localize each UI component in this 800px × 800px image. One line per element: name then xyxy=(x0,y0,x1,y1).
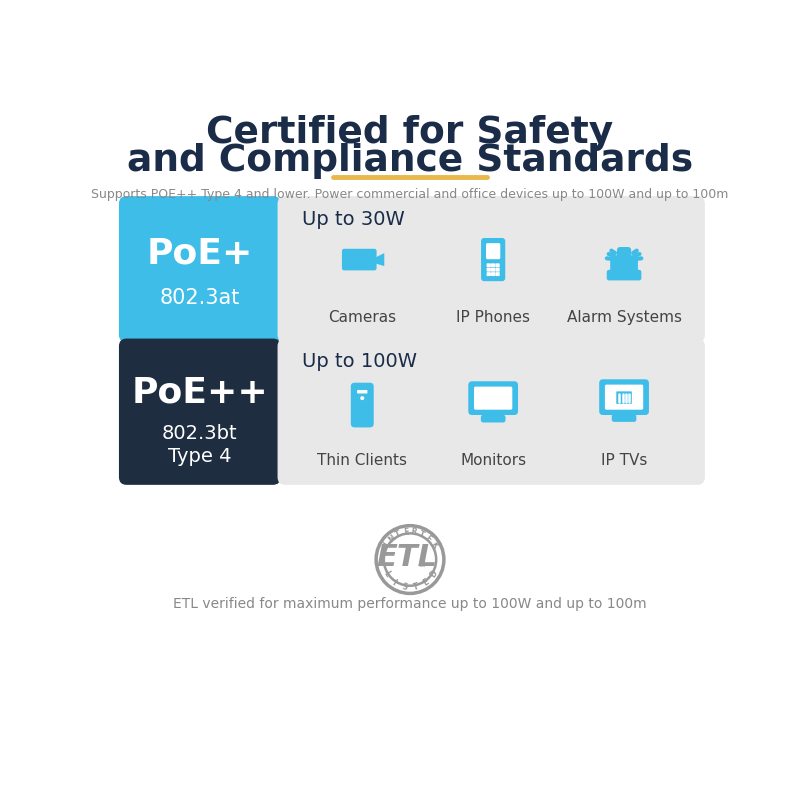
Text: I: I xyxy=(382,542,391,549)
FancyBboxPatch shape xyxy=(486,263,491,267)
FancyBboxPatch shape xyxy=(351,382,374,427)
FancyBboxPatch shape xyxy=(278,338,705,485)
FancyBboxPatch shape xyxy=(495,272,500,276)
Text: Cameras: Cameras xyxy=(328,310,396,325)
FancyBboxPatch shape xyxy=(486,272,491,276)
Text: T: T xyxy=(394,529,402,540)
Text: IP Phones: IP Phones xyxy=(456,310,530,325)
Text: IP TVs: IP TVs xyxy=(601,453,647,468)
Text: ETL: ETL xyxy=(377,542,438,572)
Text: I: I xyxy=(390,578,398,587)
FancyBboxPatch shape xyxy=(278,196,705,342)
Text: c
us: c us xyxy=(418,558,426,568)
FancyBboxPatch shape xyxy=(612,414,636,422)
Polygon shape xyxy=(374,253,384,266)
FancyBboxPatch shape xyxy=(495,263,500,267)
Circle shape xyxy=(360,396,364,400)
Text: K: K xyxy=(428,540,439,550)
Text: PoE++: PoE++ xyxy=(131,375,268,409)
Text: Up to 30W: Up to 30W xyxy=(302,210,405,229)
Text: N: N xyxy=(386,534,397,544)
Text: Type 4: Type 4 xyxy=(168,446,231,466)
Text: Supports POE++ Type 4 and lower. Power commercial and office devices up to 100W : Supports POE++ Type 4 and lower. Power c… xyxy=(91,188,729,201)
FancyBboxPatch shape xyxy=(495,268,500,272)
FancyBboxPatch shape xyxy=(468,382,518,415)
Text: Up to 100W: Up to 100W xyxy=(302,353,418,371)
FancyBboxPatch shape xyxy=(605,385,643,410)
Polygon shape xyxy=(621,411,627,417)
Text: R: R xyxy=(410,527,418,537)
FancyBboxPatch shape xyxy=(342,249,377,270)
FancyBboxPatch shape xyxy=(491,272,495,276)
Text: E: E xyxy=(423,534,434,544)
Text: T: T xyxy=(412,582,419,592)
Text: and Compliance Standards: and Compliance Standards xyxy=(127,142,693,178)
Text: L: L xyxy=(382,570,392,578)
Text: Alarm Systems: Alarm Systems xyxy=(566,310,682,325)
FancyBboxPatch shape xyxy=(610,255,638,276)
Text: S: S xyxy=(401,582,408,592)
Text: D: D xyxy=(428,569,439,579)
FancyBboxPatch shape xyxy=(481,415,506,422)
FancyBboxPatch shape xyxy=(119,338,281,485)
FancyBboxPatch shape xyxy=(119,196,281,342)
Text: Certified for Safety: Certified for Safety xyxy=(206,115,614,151)
Text: 802.3bt: 802.3bt xyxy=(162,425,238,443)
FancyBboxPatch shape xyxy=(491,263,495,267)
Text: E: E xyxy=(421,577,430,587)
Text: Monitors: Monitors xyxy=(460,453,526,468)
Text: E: E xyxy=(402,527,410,537)
FancyBboxPatch shape xyxy=(357,390,367,394)
FancyBboxPatch shape xyxy=(616,391,632,404)
FancyBboxPatch shape xyxy=(350,255,358,270)
Text: ETL verified for maximum performance up to 100W and up to 100m: ETL verified for maximum performance up … xyxy=(173,597,647,611)
FancyBboxPatch shape xyxy=(617,247,631,262)
FancyBboxPatch shape xyxy=(346,253,361,259)
FancyBboxPatch shape xyxy=(599,379,649,415)
FancyBboxPatch shape xyxy=(486,268,491,272)
FancyBboxPatch shape xyxy=(491,268,495,272)
Text: PoE+: PoE+ xyxy=(146,237,253,270)
Polygon shape xyxy=(490,411,496,418)
FancyBboxPatch shape xyxy=(606,270,642,281)
Text: 802.3at: 802.3at xyxy=(160,288,240,308)
FancyBboxPatch shape xyxy=(481,238,506,281)
Text: T: T xyxy=(418,529,426,540)
FancyBboxPatch shape xyxy=(474,386,512,410)
FancyBboxPatch shape xyxy=(486,243,500,259)
Text: Thin Clients: Thin Clients xyxy=(318,453,407,468)
